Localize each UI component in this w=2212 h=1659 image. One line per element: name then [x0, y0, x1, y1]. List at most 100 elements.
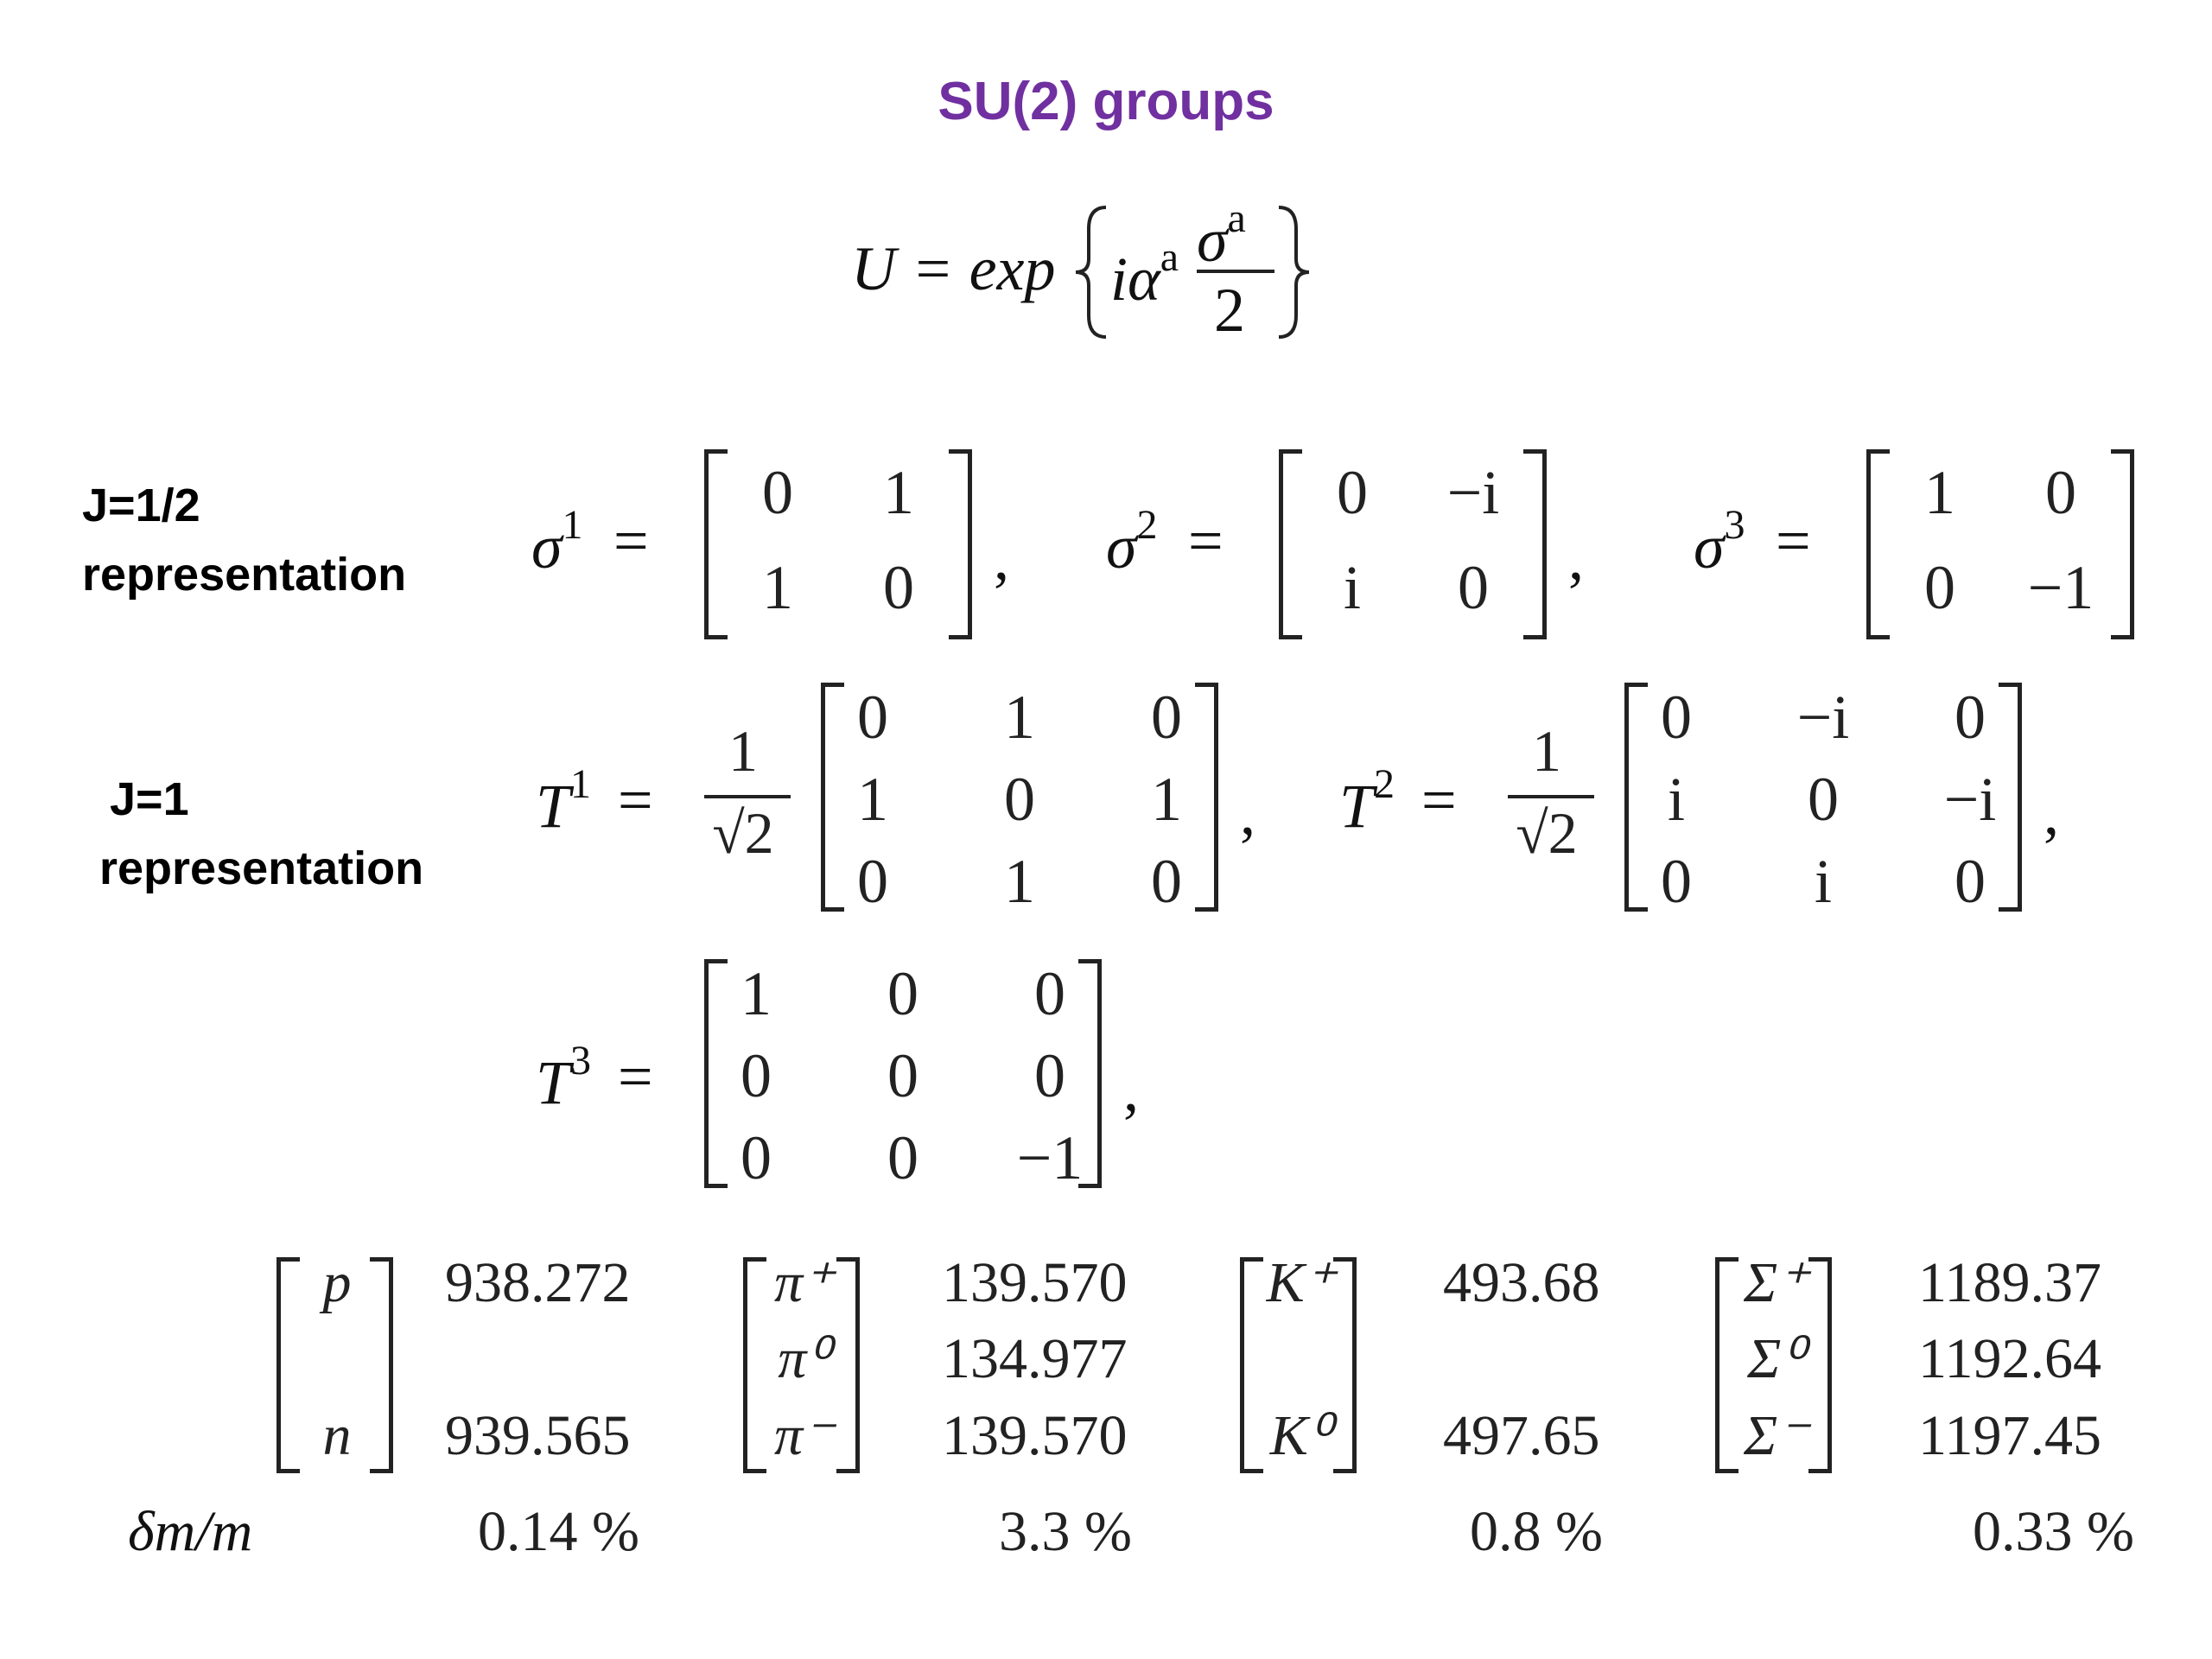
t-2-symbol: T2 — [1339, 761, 1395, 841]
sigma-2-cell: −i — [1446, 458, 1500, 527]
sigma-2-left-bracket — [1279, 449, 1302, 639]
t-2-cell: 0 — [1955, 683, 1986, 752]
multiplet-4-left-bracket — [1715, 1257, 1738, 1473]
t-2-comma: , — [2044, 779, 2059, 848]
t-2-cell: 0 — [1661, 847, 1692, 916]
multiplet-3-particle: K⁺ — [1266, 1251, 1335, 1314]
sigma-2-cell: 0 — [1337, 458, 1368, 527]
exp-formula: U = exp — [851, 233, 1056, 305]
t-2-cell: 0 — [1808, 765, 1839, 834]
t-1-right-bracket — [1195, 683, 1218, 912]
formula-frac-num: σa — [1197, 195, 1246, 275]
t-3-left-bracket — [704, 959, 728, 1188]
left-brace — [1075, 206, 1107, 339]
t-3-comma: , — [1123, 1055, 1139, 1124]
j-half-label: J=1/2 representation — [82, 480, 407, 601]
t-1-left-bracket — [821, 683, 844, 912]
sigma-2-right-bracket — [1523, 449, 1547, 639]
multiplet-4-right-bracket — [1808, 1257, 1832, 1473]
multiplet-2-particle: π⁰ — [778, 1327, 830, 1390]
sigma-3-cell: 0 — [2045, 458, 2076, 527]
sigma-2-comma: , — [1568, 524, 1584, 593]
sigma-1-cell: 0 — [762, 458, 793, 527]
sigma-1-left-bracket — [704, 449, 728, 639]
multiplet-3-particle: K⁰ — [1269, 1404, 1332, 1467]
t-2-cell: −i — [1796, 683, 1850, 752]
sigma-3-right-bracket — [2111, 449, 2134, 639]
t-1-frac-den: √2 — [712, 800, 774, 866]
t-2-cell: 0 — [1955, 847, 1986, 916]
t-3-cell: 0 — [741, 1041, 772, 1110]
formula-lhs: U = exp — [851, 234, 1056, 303]
sigma-3-symbol: σ3 — [1694, 502, 1745, 582]
sigma-2-symbol: σ2 — [1106, 502, 1158, 582]
multiplet-1-mass: 939.565 — [445, 1404, 631, 1467]
t-3-cell: 0 — [1034, 1041, 1065, 1110]
multiplet-4-particle: Σ⁻ — [1743, 1404, 1808, 1467]
sigma-1-cell: 0 — [883, 553, 914, 622]
sigma-1-equals: = — [613, 506, 649, 575]
multiplet-4-dm: 0.33 % — [1973, 1500, 2134, 1563]
t-3-cell: 1 — [741, 959, 772, 1028]
t-3-cell: 0 — [887, 1041, 918, 1110]
t-2-cell: −i — [1943, 765, 1997, 834]
formula-frac-bar — [1197, 270, 1274, 273]
t-2-equals: = — [1421, 766, 1457, 835]
t-3-cell: 0 — [1034, 959, 1065, 1028]
t-1-cell: 0 — [1151, 683, 1182, 752]
sigma-1-symbol: σ1 — [531, 502, 583, 582]
multiplet-4-mass: 1189.37 — [1918, 1251, 2102, 1314]
multiplet-2-mass: 139.570 — [942, 1404, 1128, 1467]
sigma-2-cell: i — [1343, 553, 1361, 622]
j-one-label: J=1 representation — [99, 773, 424, 894]
multiplet-4-mass: 1197.45 — [1918, 1404, 2102, 1467]
multiplet-2-mass: 139.570 — [942, 1251, 1128, 1314]
multiplet-1-dm: 0.14 % — [478, 1500, 639, 1563]
formula-i-alpha: iαa — [1110, 234, 1179, 314]
t-2-left-bracket — [1624, 683, 1648, 912]
sigma-3-cell: −1 — [2027, 553, 2094, 622]
multiplet-2-right-bracket — [836, 1257, 860, 1473]
multiplet-1-mass: 938.272 — [445, 1251, 631, 1314]
multiplet-3-dm: 0.8 % — [1470, 1500, 1603, 1563]
t-1-comma: , — [1240, 779, 1255, 848]
t-1-cell: 0 — [1151, 847, 1182, 916]
t-2-cell: 0 — [1661, 683, 1692, 752]
sigma-3-cell: 0 — [1924, 553, 1955, 622]
formula-frac-den: 2 — [1214, 276, 1245, 345]
t-3-equals: = — [618, 1042, 653, 1111]
multiplet-2-mass: 134.977 — [942, 1327, 1128, 1390]
multiplet-2-dm: 3.3 % — [999, 1500, 1132, 1563]
sigma-1-right-bracket — [949, 449, 972, 639]
multiplet-3-right-bracket — [1333, 1257, 1357, 1473]
t-1-cell: 1 — [857, 765, 888, 834]
sigma-3-equals: = — [1776, 506, 1811, 575]
sigma-1-comma: , — [994, 524, 1009, 593]
t-1-cell: 0 — [1004, 765, 1035, 834]
multiplet-2-particle: π⁺ — [774, 1251, 833, 1314]
t-1-cell: 1 — [1151, 765, 1182, 834]
sigma-2-cell: 0 — [1458, 553, 1489, 622]
multiplet-2-left-bracket — [743, 1257, 766, 1473]
multiplet-4-mass: 1192.64 — [1918, 1327, 2102, 1390]
multiplet-4-particle: Σ⁰ — [1747, 1327, 1804, 1390]
t-1-equals: = — [618, 766, 653, 835]
t-3-right-bracket — [1078, 959, 1102, 1188]
t-2-frac-bar — [1508, 795, 1594, 798]
right-brace — [1278, 206, 1310, 339]
multiplet-3-mass: 497.65 — [1443, 1404, 1600, 1467]
t-1-cell: 0 — [857, 847, 888, 916]
sigma-1-cell: 1 — [762, 553, 793, 622]
t-3-symbol: T3 — [536, 1038, 592, 1117]
t-1-frac-num: 1 — [728, 718, 758, 784]
t-2-frac-den: √2 — [1516, 800, 1578, 866]
t-2-frac-num: 1 — [1532, 718, 1561, 784]
multiplet-1-particle: n — [322, 1404, 352, 1467]
t-2-right-bracket — [1999, 683, 2022, 912]
multiplet-4-particle: Σ⁺ — [1743, 1251, 1808, 1314]
multiplet-3-left-bracket — [1240, 1257, 1263, 1473]
t-1-cell: 1 — [1004, 847, 1035, 916]
t-1-frac-bar — [704, 795, 791, 798]
multiplet-1-left-bracket — [276, 1257, 300, 1473]
t-3-cell: 0 — [887, 1123, 918, 1192]
